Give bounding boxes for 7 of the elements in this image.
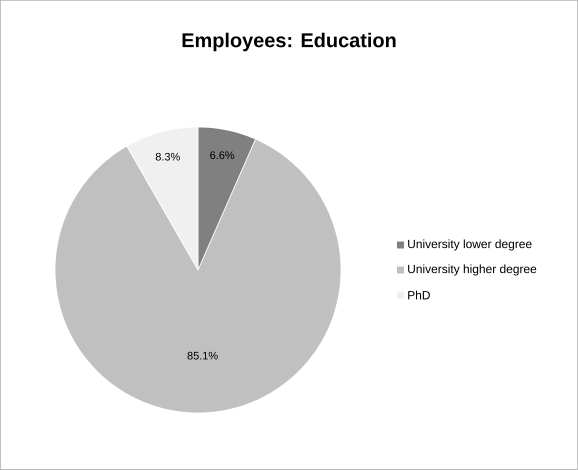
- data-label: 85.1%: [188, 352, 218, 360]
- chart-title: Employees: Education: [182, 32, 396, 52]
- legend-label: PhD: [408, 290, 430, 300]
- data-label: 6.6%: [210, 151, 234, 160]
- data-label: 8.3%: [156, 152, 180, 161]
- legend-label: University higher degree: [408, 264, 536, 276]
- legend-label: University lower degree: [408, 239, 532, 251]
